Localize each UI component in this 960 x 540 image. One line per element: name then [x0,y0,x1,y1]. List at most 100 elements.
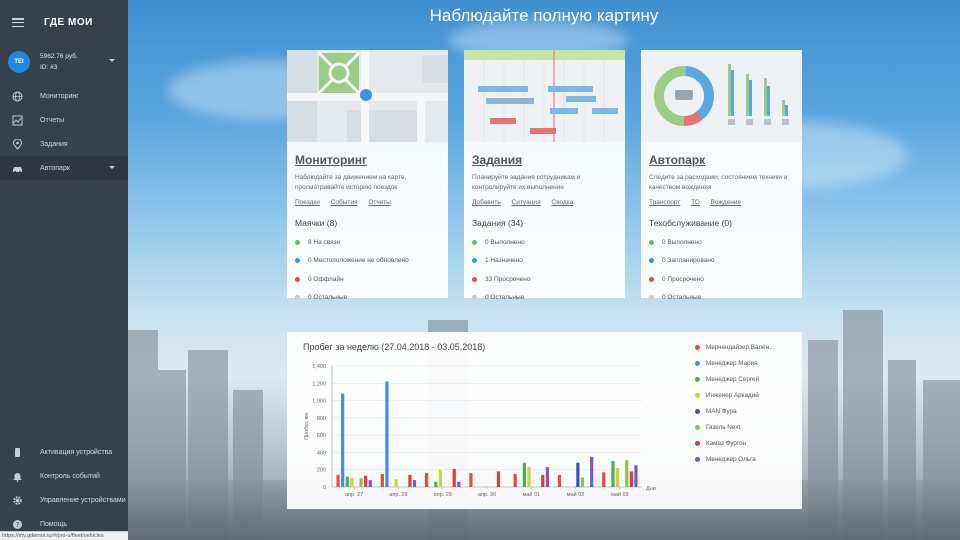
sidebar-item-device-management[interactable]: Управление устройствами [0,488,128,512]
legend-swatch [695,360,700,366]
status-dot [295,276,300,282]
chevron-down-icon [109,59,115,62]
card-description: Планируйте задания сотрудникам и контрол… [472,174,581,191]
legend-item[interactable]: Инженер Аркадий [695,387,800,403]
link-driving[interactable]: Вождение [710,199,742,206]
stat-item: 0 Запланировано [649,252,802,271]
bar [385,381,389,487]
legend-swatch [695,424,700,430]
bar [557,474,562,487]
bar [545,467,549,487]
y-tick-label: 600 [317,433,326,439]
x-tick-label: апр. 27 [345,492,363,498]
sidebar: ГДЕ МОИ TEI 5962.76 руб. ID: #3 Монитори… [0,0,128,540]
stat-item: 0 Местоположение не обновлено [295,252,448,271]
legend-swatch [695,376,700,382]
legend-item[interactable]: Камаз Фургон [695,435,800,451]
sidebar-item-label: Контроль событий [40,472,100,480]
sidebar-item-label: Активация устройства [40,448,113,456]
y-tick-label: 0 [323,485,326,491]
chart-icon [12,115,23,126]
legend-swatch [695,408,700,414]
page-title: Наблюдайте полную картину [429,6,659,25]
x-tick-label: май 02 [567,491,585,498]
x-tick-label: апр. 30 [478,492,496,498]
chevron-down-icon [109,166,115,169]
bar [629,471,633,487]
card-title[interactable]: Задания [472,153,523,167]
bar [590,456,594,487]
sidebar-item-label: Мониторинг [40,92,79,100]
stat-item: 0 Выполнено [649,233,802,252]
legend-item[interactable]: Менеджер Мария [695,355,800,371]
status-dot [649,239,654,245]
bar [434,481,438,487]
app-logo[interactable]: ГДЕ МОИ [44,17,93,28]
sidebar-item-reports[interactable]: Отчеты [0,108,128,132]
bar [368,480,372,487]
sidebar-item-event-control[interactable]: Контроль событий [0,464,128,488]
y-tick-label: 1,400 [312,364,326,370]
link-add[interactable]: Добавить [472,199,501,206]
stat-item: 0 Выполнено [472,233,625,252]
map-illustration [287,50,448,142]
legend-item[interactable]: Газель Next [695,419,800,435]
legend-swatch [695,440,700,446]
legend-swatch [695,392,700,398]
stat-item: 1 Назначено [472,252,625,271]
link-maintenance[interactable]: ТО [691,199,700,206]
link-reports[interactable]: Отчеты [368,199,391,206]
bar [408,474,412,487]
x-tick-label: май 01 [523,491,541,498]
legend-label: Мерчендайзер Вален... [706,343,775,351]
mileage-bar-chart: 0 200 400 600 800 1,000 1,200 1,400 Пробег, км Дн… [304,364,656,498]
sidebar-item-tasks[interactable]: Задания [0,132,128,156]
bar [522,462,526,487]
bar [457,481,461,487]
card-title[interactable]: Автопарк [649,153,706,167]
legend-item[interactable]: Менеджер Ольга [695,451,800,467]
sidebar-item-monitoring[interactable]: Мониторинг [0,84,128,108]
link-events[interactable]: События [330,199,358,206]
card-subtitle: Задания (34) [472,218,524,228]
card-title[interactable]: Мониторинг [295,153,367,167]
stat-item: 0 Остальные [472,289,625,308]
card-description: Следите за расходами, состоянием техники… [649,174,788,191]
link-trips[interactable]: Поездки [295,199,320,206]
hamburger-menu-icon[interactable] [12,18,24,27]
bar [513,474,517,487]
stat-item: 0 Остальные [649,289,802,308]
bar [625,460,629,487]
sidebar-item-device-activation[interactable]: Активация устройства [0,440,128,464]
y-axis-label: Пробег, км [304,413,310,440]
link-transport[interactable]: Транспорт [649,199,681,206]
browser-status-url: https://my.gdemoi.ru/#/pro-u/fleet/vehic… [0,531,128,540]
sidebar-item-label: Отчеты [40,116,65,124]
bar [394,479,398,487]
bar [341,393,345,487]
gear-icon [12,495,23,506]
y-tick-label: 800 [317,416,326,422]
link-summary[interactable]: Сводка [551,199,574,206]
legend-item[interactable]: Мерчендайзер Вален... [695,339,800,355]
bar [345,476,349,487]
sidebar-item-help[interactable]: ? Помощь [0,512,128,536]
link-situation[interactable]: Ситуация [511,199,541,206]
bar [615,467,620,487]
bar [496,471,501,487]
bar [611,461,615,487]
sidebar-item-fleet[interactable]: Автопарк [0,156,128,180]
stat-item: 33 Просрочено [472,270,625,289]
legend-item[interactable]: Менеджер Сергей [695,371,800,387]
account-switcher[interactable]: TEI 5962.76 руб. ID: #3 [0,45,128,78]
account-balance: 5962.76 руб. [40,52,78,60]
legend-item[interactable]: MAN Фура [695,403,800,419]
sidebar-item-label: Управление устройствами [40,496,126,504]
bar [469,473,473,487]
bar [364,475,368,487]
card-tasks: Задания Планируйте задания сотрудникам и… [464,50,625,301]
gantt-illustration [464,50,625,142]
bar [527,467,531,487]
fleet-illustration [641,50,802,142]
x-tick-label: апр. 28 [389,492,407,498]
